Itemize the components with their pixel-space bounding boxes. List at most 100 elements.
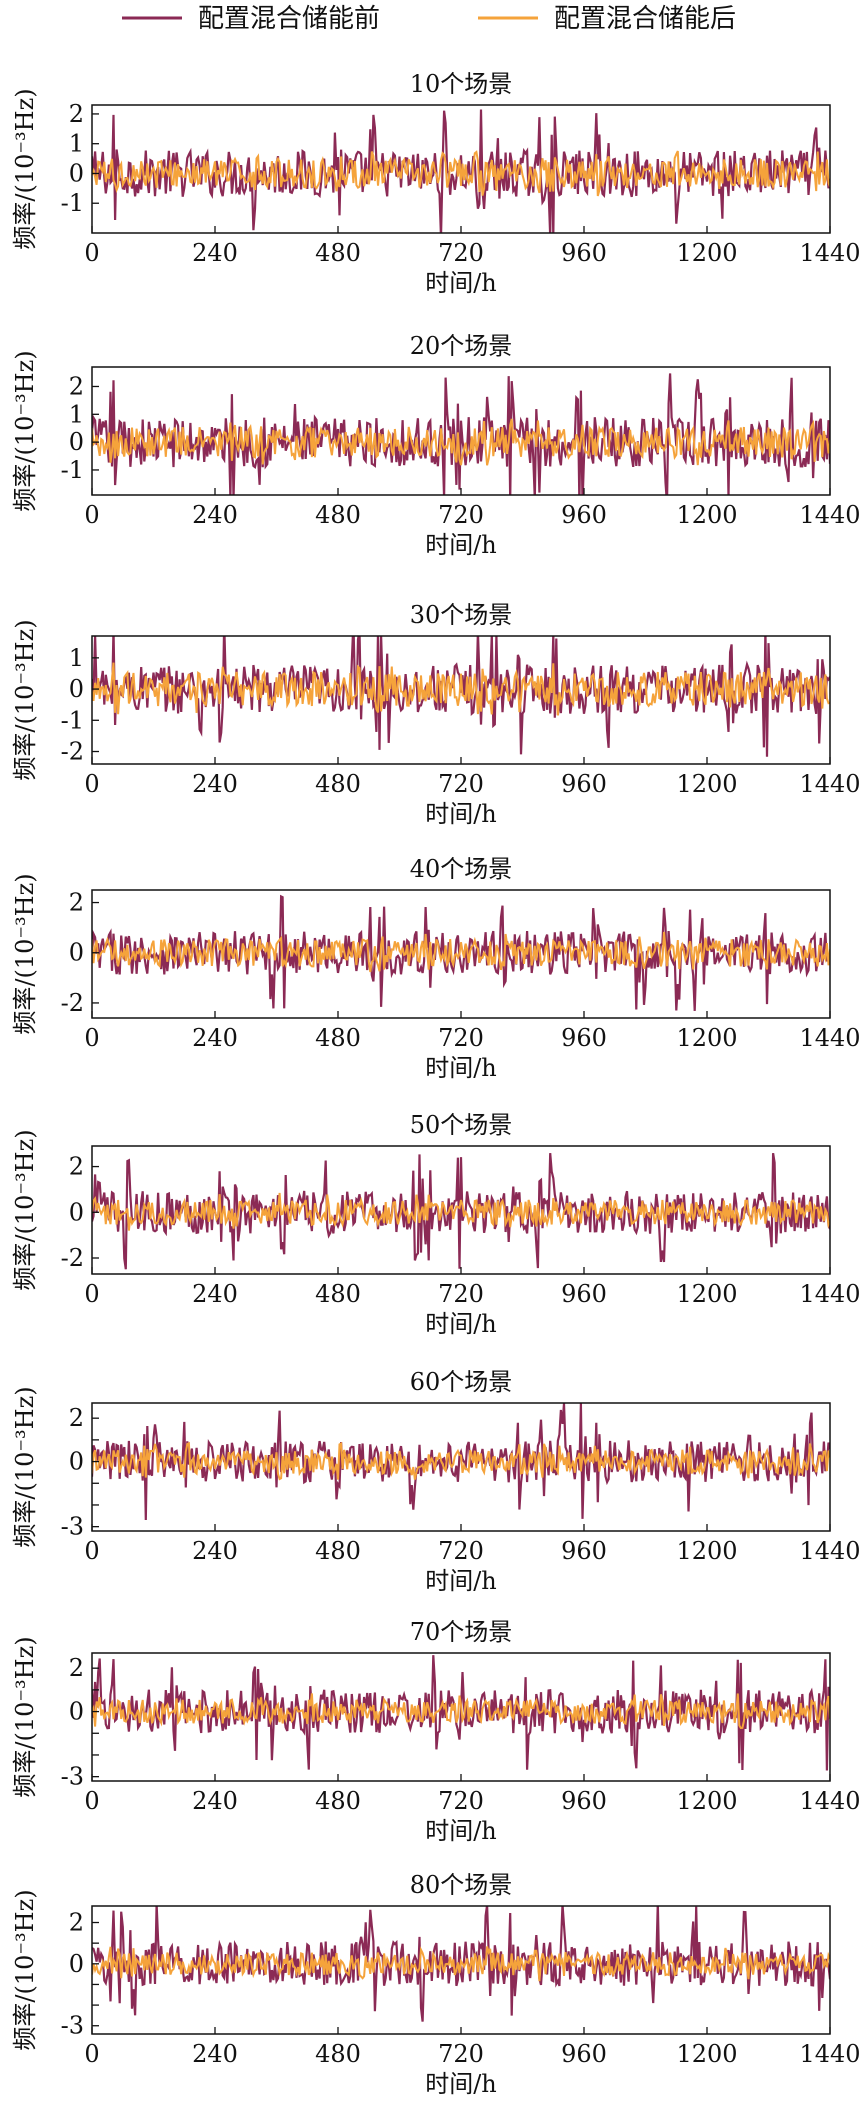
y-tick-label: 2: [69, 1404, 84, 1432]
y-tick-label: -2: [61, 989, 84, 1017]
x-tick-label: 480: [315, 1787, 361, 1815]
y-tick-label: -2: [61, 738, 84, 766]
x-tick-label: 720: [438, 1024, 484, 1052]
panel-title: 40个场景: [410, 855, 513, 883]
series-line: [92, 109, 830, 233]
x-tick-label: 240: [192, 239, 238, 267]
x-tick-label: 1200: [676, 770, 737, 798]
series-line: [92, 150, 830, 197]
y-tick-label: -1: [61, 456, 84, 484]
y-tick-label: 0: [69, 1448, 84, 1476]
y-tick-label: -1: [61, 706, 84, 734]
x-tick-label: 240: [192, 1024, 238, 1052]
x-tick-label: 480: [315, 2040, 361, 2068]
x-axis-label: 时间/h: [425, 1817, 497, 1845]
panel-title: 50个场景: [410, 1111, 513, 1139]
x-tick-label: 240: [192, 1280, 238, 1308]
y-tick-label: -3: [61, 2012, 84, 2040]
x-tick-label: 0: [84, 1787, 99, 1815]
x-tick-label: 1440: [799, 1280, 860, 1308]
series-line: [92, 373, 830, 495]
x-tick-label: 0: [84, 239, 99, 267]
x-tick-label: 1200: [676, 239, 737, 267]
x-tick-label: 960: [561, 239, 607, 267]
panel-title: 30个场景: [410, 601, 513, 629]
x-tick-label: 480: [315, 1024, 361, 1052]
panel-title: 20个场景: [410, 332, 513, 360]
x-tick-label: 240: [192, 2040, 238, 2068]
x-tick-label: 480: [315, 770, 361, 798]
y-axis-label: 频率/(10⁻³Hz): [11, 1386, 39, 1547]
x-tick-label: 960: [561, 2040, 607, 2068]
series-line: [92, 1906, 830, 2022]
y-tick-label: 2: [69, 1909, 84, 1937]
y-axis-label: 频率/(10⁻³Hz): [11, 619, 39, 780]
series-line: [92, 418, 830, 466]
y-tick-label: 0: [69, 1198, 84, 1226]
y-tick-label: 1: [69, 130, 84, 158]
y-tick-label: -2: [61, 1244, 84, 1272]
y-tick-label: -3: [61, 1763, 84, 1791]
x-tick-label: 720: [438, 770, 484, 798]
x-tick-label: 960: [561, 1537, 607, 1565]
x-tick-label: 0: [84, 1024, 99, 1052]
x-tick-label: 960: [561, 1280, 607, 1308]
y-axis-label: 频率/(10⁻³Hz): [11, 1889, 39, 2050]
y-tick-label: 0: [69, 939, 84, 967]
x-tick-label: 960: [561, 1787, 607, 1815]
x-tick-label: 1440: [799, 2040, 860, 2068]
x-tick-label: 720: [438, 239, 484, 267]
x-tick-label: 720: [438, 1787, 484, 1815]
panel-title: 60个场景: [410, 1368, 513, 1396]
x-tick-label: 240: [192, 1537, 238, 1565]
y-tick-label: 1: [69, 644, 84, 672]
y-tick-label: 0: [69, 1698, 84, 1726]
x-tick-label: 1440: [799, 501, 860, 529]
x-axis-label: 时间/h: [425, 1567, 497, 1595]
series-line: [92, 1192, 830, 1231]
series-line: [92, 1693, 830, 1730]
x-tick-label: 960: [561, 1024, 607, 1052]
x-axis-label: 时间/h: [425, 269, 497, 297]
y-tick-label: 0: [69, 675, 84, 703]
y-tick-label: -1: [61, 189, 84, 217]
x-tick-label: 720: [438, 1280, 484, 1308]
x-tick-label: 1200: [676, 1024, 737, 1052]
series-line: [92, 894, 830, 1011]
y-tick-label: 0: [69, 159, 84, 187]
x-tick-label: 1200: [676, 501, 737, 529]
x-axis-label: 时间/h: [425, 800, 497, 828]
y-axis-label: 频率/(10⁻³Hz): [11, 1129, 39, 1290]
y-tick-label: 0: [69, 1950, 84, 1978]
x-tick-label: 1440: [799, 1537, 860, 1565]
x-tick-label: 1200: [676, 1280, 737, 1308]
series-line: [92, 1946, 830, 1982]
x-tick-label: 960: [561, 501, 607, 529]
y-axis-label: 频率/(10⁻³Hz): [11, 350, 39, 511]
panel-title: 80个场景: [410, 1871, 513, 1899]
x-tick-label: 1440: [799, 770, 860, 798]
x-tick-label: 480: [315, 239, 361, 267]
x-tick-label: 1440: [799, 239, 860, 267]
x-tick-label: 0: [84, 770, 99, 798]
x-tick-label: 480: [315, 1280, 361, 1308]
x-tick-label: 720: [438, 1537, 484, 1565]
legend-label-after: 配置混合储能后: [554, 4, 736, 34]
x-tick-label: 1200: [676, 2040, 737, 2068]
panel-title: 10个场景: [410, 70, 513, 98]
y-tick-label: 2: [69, 372, 84, 400]
y-axis-label: 频率/(10⁻³Hz): [11, 88, 39, 249]
x-tick-label: 240: [192, 501, 238, 529]
x-tick-label: 1200: [676, 1787, 737, 1815]
y-tick-label: 2: [69, 889, 84, 917]
legend: 配置混合储能前 配置混合储能后: [122, 4, 736, 34]
series-line: [92, 636, 830, 757]
x-tick-label: 1440: [799, 1024, 860, 1052]
x-tick-label: 720: [438, 501, 484, 529]
y-axis-label: 频率/(10⁻³Hz): [11, 1636, 39, 1797]
